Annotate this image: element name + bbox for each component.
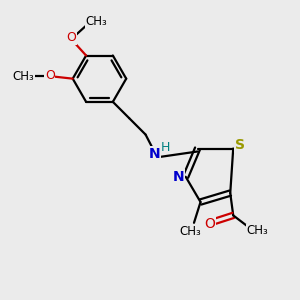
Text: O: O [45, 69, 55, 82]
Text: N: N [148, 147, 160, 161]
Text: CH₃: CH₃ [247, 224, 268, 237]
Text: H: H [161, 140, 170, 154]
Text: O: O [66, 32, 76, 44]
Text: CH₃: CH₃ [179, 225, 201, 238]
Text: O: O [204, 217, 215, 231]
Text: S: S [235, 138, 245, 152]
Text: CH₃: CH₃ [85, 15, 107, 28]
Text: CH₃: CH₃ [13, 70, 34, 83]
Text: N: N [172, 170, 184, 184]
